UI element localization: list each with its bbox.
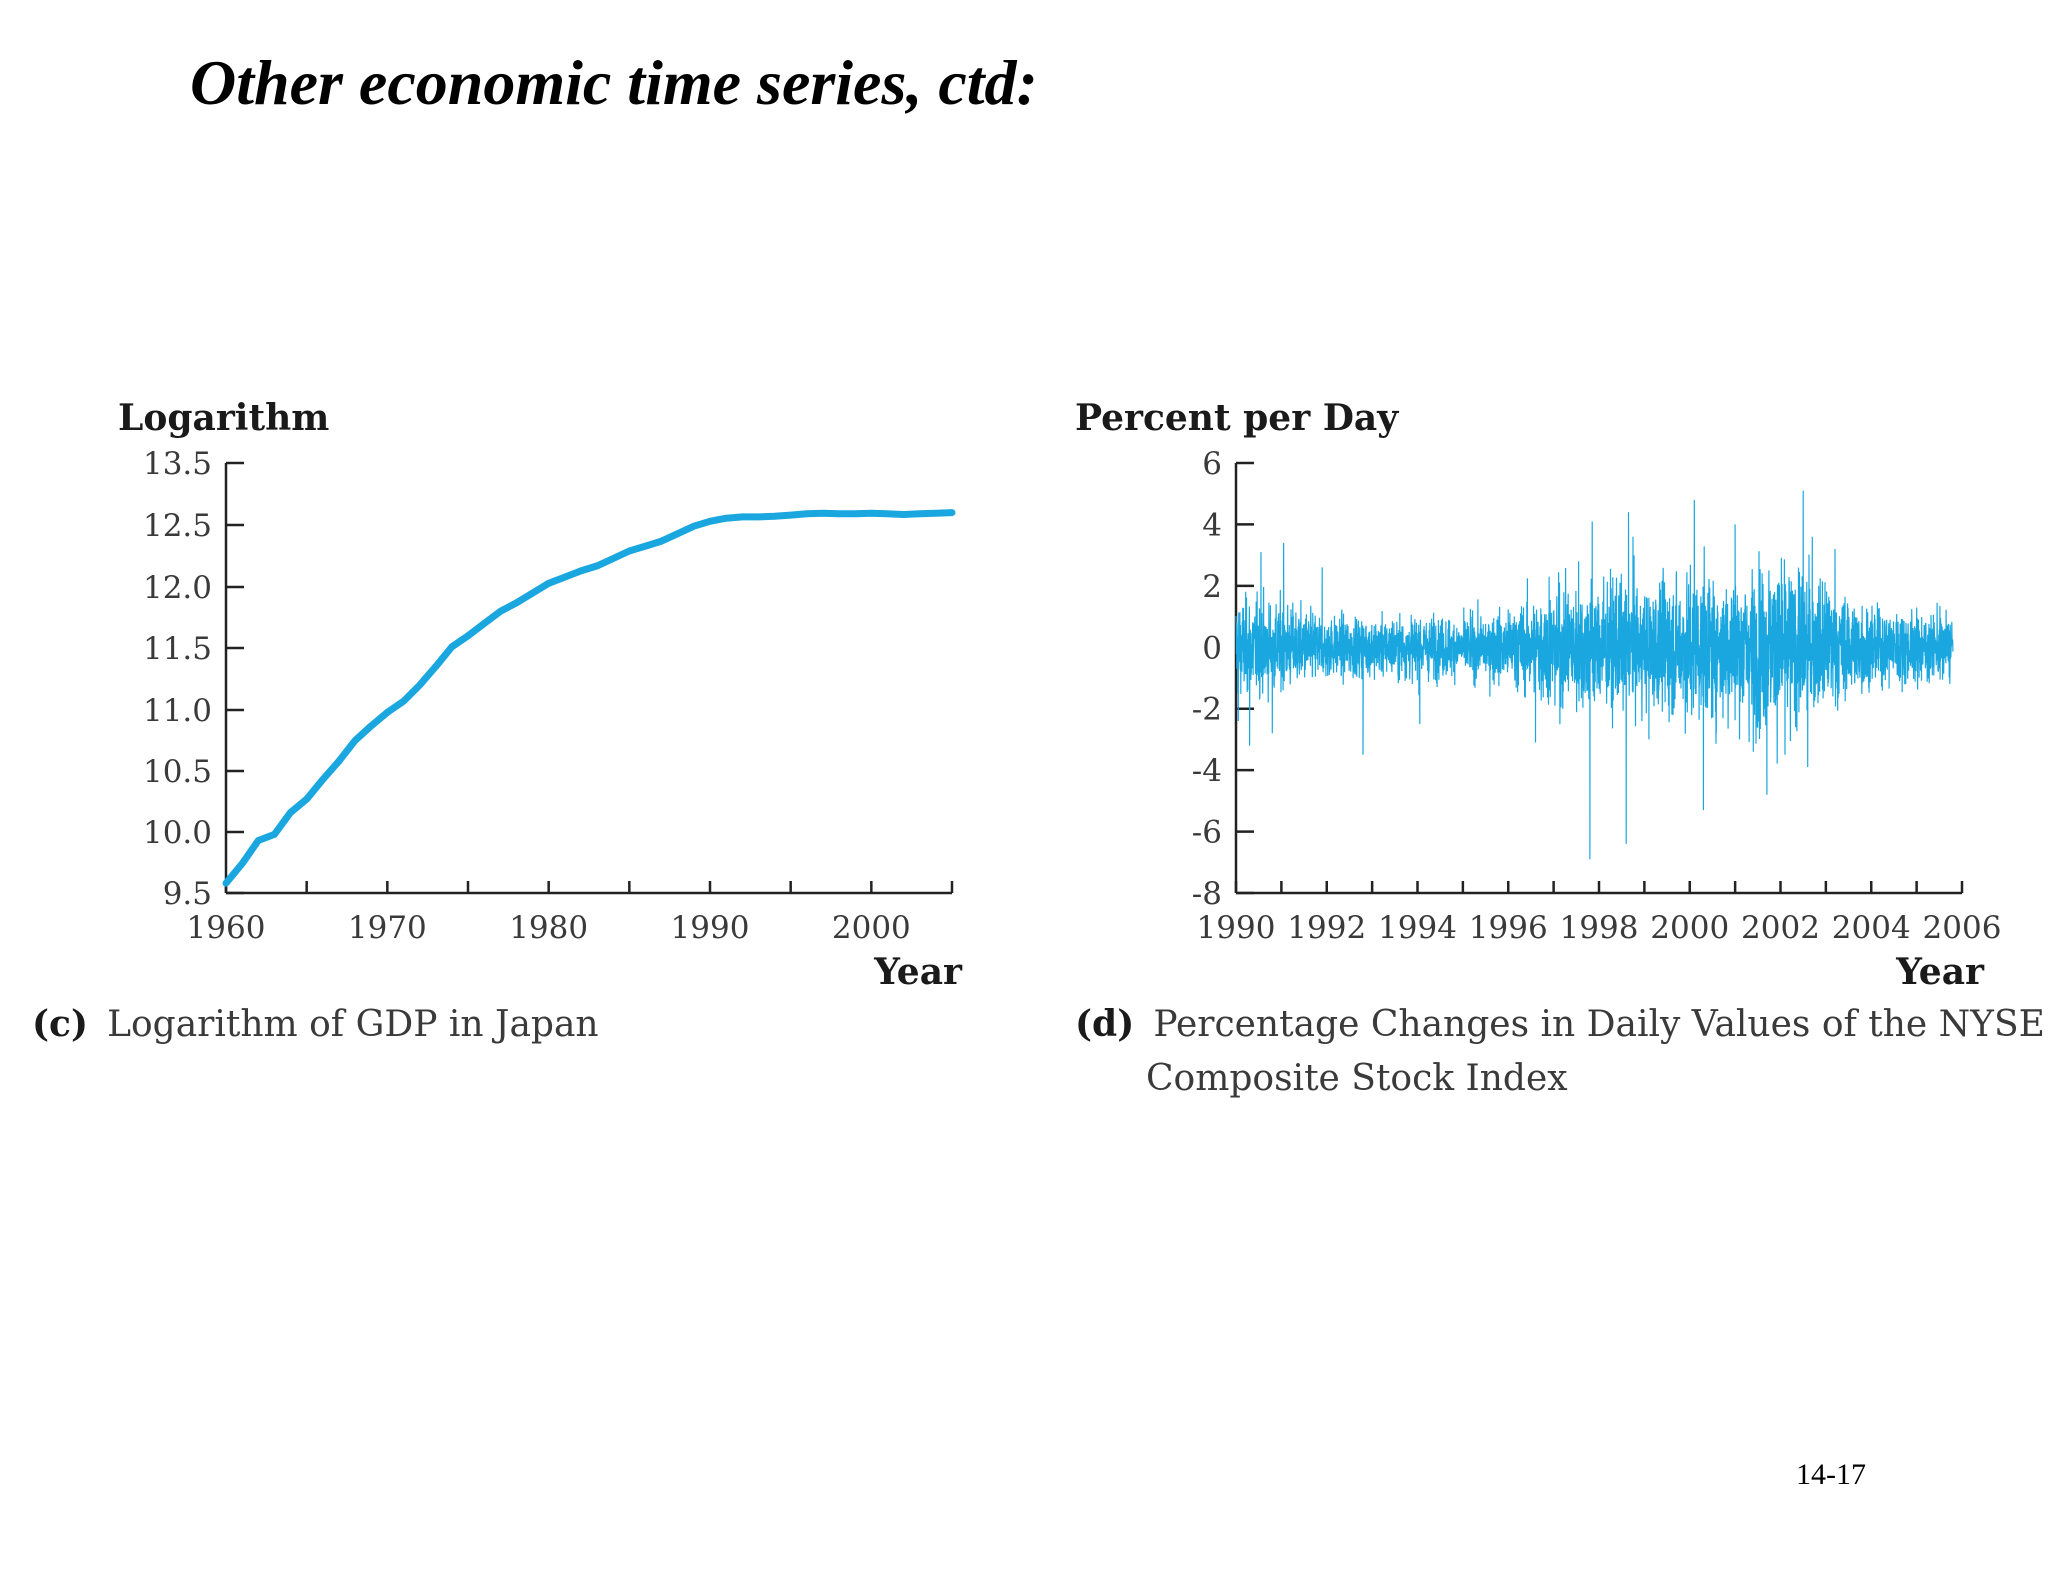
nyse-y-tick-labels: 6 4 2 0 -2 -4 -6 -8 xyxy=(1192,446,1222,912)
gdp-y-tick-label: 12.5 xyxy=(143,508,212,544)
nyse-y-tick-label: 6 xyxy=(1202,446,1222,482)
gdp-y-tick-labels: 13.5 12.5 12.0 11.5 11.0 10.5 10.0 9.5 xyxy=(143,446,212,912)
slide-title: Other economic time series, ctd: xyxy=(190,47,1038,118)
nyse-ylabel: Percent per Day xyxy=(1075,397,1399,439)
gdp-y-tick-label: 13.5 xyxy=(143,446,212,482)
nyse-axes xyxy=(1234,461,1964,895)
nyse-x-tick-label: 2002 xyxy=(1741,910,1820,946)
nyse-y-tick-label: 4 xyxy=(1202,507,1222,543)
nyse-caption-line-1: (d) Percentage Changes in Daily Values o… xyxy=(1075,1003,2045,1045)
nyse-x-tick-label: 1990 xyxy=(1197,910,1276,946)
nyse-x-tick-label: 1998 xyxy=(1560,910,1639,946)
gdp-axes xyxy=(224,461,954,895)
nyse-x-tick-label: 1996 xyxy=(1469,910,1548,946)
nyse-caption-letter: (d) xyxy=(1075,1003,1134,1045)
nyse-returns-chart: Percent per Day Year 1990 1992 1994 1996 199… xyxy=(1075,397,2045,1099)
nyse-xlabel: Year xyxy=(1895,951,1985,993)
gdp-x-tick-label: 1960 xyxy=(187,910,266,946)
page-number: 14-17 xyxy=(1796,1458,1866,1491)
nyse-caption-line-2: Composite Stock Index xyxy=(1146,1058,1568,1099)
gdp-japan-chart: Logarithm Year 1960 1970 1980 1990 2000 13.5… xyxy=(32,397,963,1045)
gdp-y-tick-label: 12.0 xyxy=(143,570,212,606)
nyse-y-tick-label: -2 xyxy=(1192,692,1222,728)
nyse-x-tick-labels: 1990 1992 1994 1996 1998 2000 2002 2004 2006 xyxy=(1197,910,2002,946)
nyse-x-tick-label: 1994 xyxy=(1378,910,1457,946)
nyse-series xyxy=(1235,490,1954,860)
nyse-y-tick-label: -8 xyxy=(1192,876,1222,912)
gdp-y-tick-label: 11.0 xyxy=(143,693,212,729)
gdp-y-tick-label: 9.5 xyxy=(163,876,212,912)
gdp-caption-letter: (c) xyxy=(32,1003,88,1045)
gdp-y-tick-label: 10.0 xyxy=(143,815,212,851)
gdp-x-tick-labels: 1960 1970 1980 1990 2000 xyxy=(187,910,911,946)
nyse-x-tick-label: 2004 xyxy=(1832,910,1911,946)
nyse-x-tick-label: 2000 xyxy=(1650,910,1729,946)
gdp-x-tick-label: 1980 xyxy=(509,910,588,946)
gdp-caption: (c) Logarithm of GDP in Japan xyxy=(32,1003,599,1045)
gdp-series-line xyxy=(222,509,956,887)
nyse-x-tick-label: 2006 xyxy=(1923,910,2002,946)
gdp-caption-text: Logarithm of GDP in Japan xyxy=(107,1004,599,1045)
gdp-ylabel: Logarithm xyxy=(118,397,329,439)
gdp-x-tick-label: 1990 xyxy=(671,910,750,946)
nyse-y-tick-label: -6 xyxy=(1192,815,1222,851)
nyse-y-tick-label: -4 xyxy=(1192,753,1222,789)
gdp-x-tick-label: 2000 xyxy=(832,910,911,946)
nyse-caption-text-1: Percentage Changes in Daily Values of th… xyxy=(1153,1004,2045,1045)
gdp-series xyxy=(222,509,956,887)
nyse-x-tick-label: 1992 xyxy=(1287,910,1366,946)
nyse-series-line xyxy=(1235,490,1954,860)
gdp-xlabel: Year xyxy=(873,951,963,993)
nyse-y-tick-label: 2 xyxy=(1202,569,1222,605)
gdp-x-tick-label: 1970 xyxy=(348,910,427,946)
nyse-y-tick-label: 0 xyxy=(1202,630,1222,666)
gdp-y-tick-label: 11.5 xyxy=(143,631,212,667)
gdp-y-tick-label: 10.5 xyxy=(143,754,212,790)
